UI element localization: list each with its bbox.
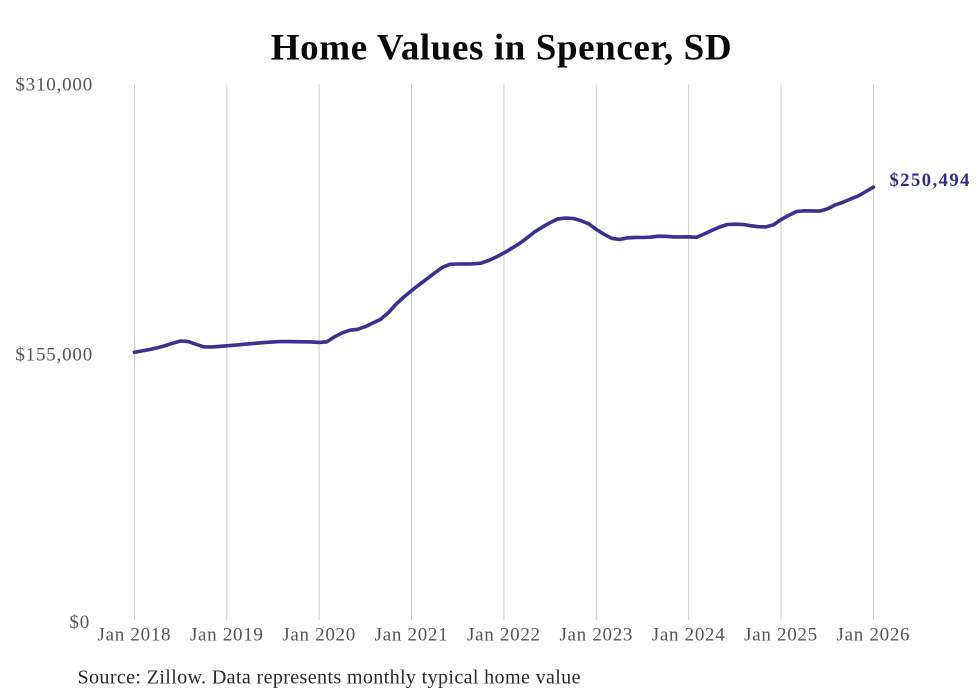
svg-text:Jan 2023: Jan 2023 — [559, 625, 633, 646]
svg-text:$0: $0 — [69, 612, 90, 633]
svg-text:Jan 2021: Jan 2021 — [375, 625, 449, 646]
svg-text:$310,000: $310,000 — [15, 75, 93, 96]
svg-text:Jan 2024: Jan 2024 — [652, 625, 726, 646]
svg-text:Home Values in Spencer, SD: Home Values in Spencer, SD — [271, 28, 732, 69]
svg-text:Jan 2022: Jan 2022 — [467, 625, 541, 646]
svg-text:Jan 2018: Jan 2018 — [98, 625, 172, 646]
svg-text:Source: Zillow. Data represent: Source: Zillow. Data represents monthly … — [78, 667, 581, 689]
svg-text:$250,494: $250,494 — [890, 171, 971, 191]
svg-text:Jan 2025: Jan 2025 — [744, 625, 818, 646]
svg-text:Jan 2020: Jan 2020 — [282, 625, 356, 646]
svg-text:$155,000: $155,000 — [15, 345, 93, 366]
svg-text:Jan 2026: Jan 2026 — [837, 625, 911, 646]
svg-text:Jan 2019: Jan 2019 — [190, 625, 264, 646]
